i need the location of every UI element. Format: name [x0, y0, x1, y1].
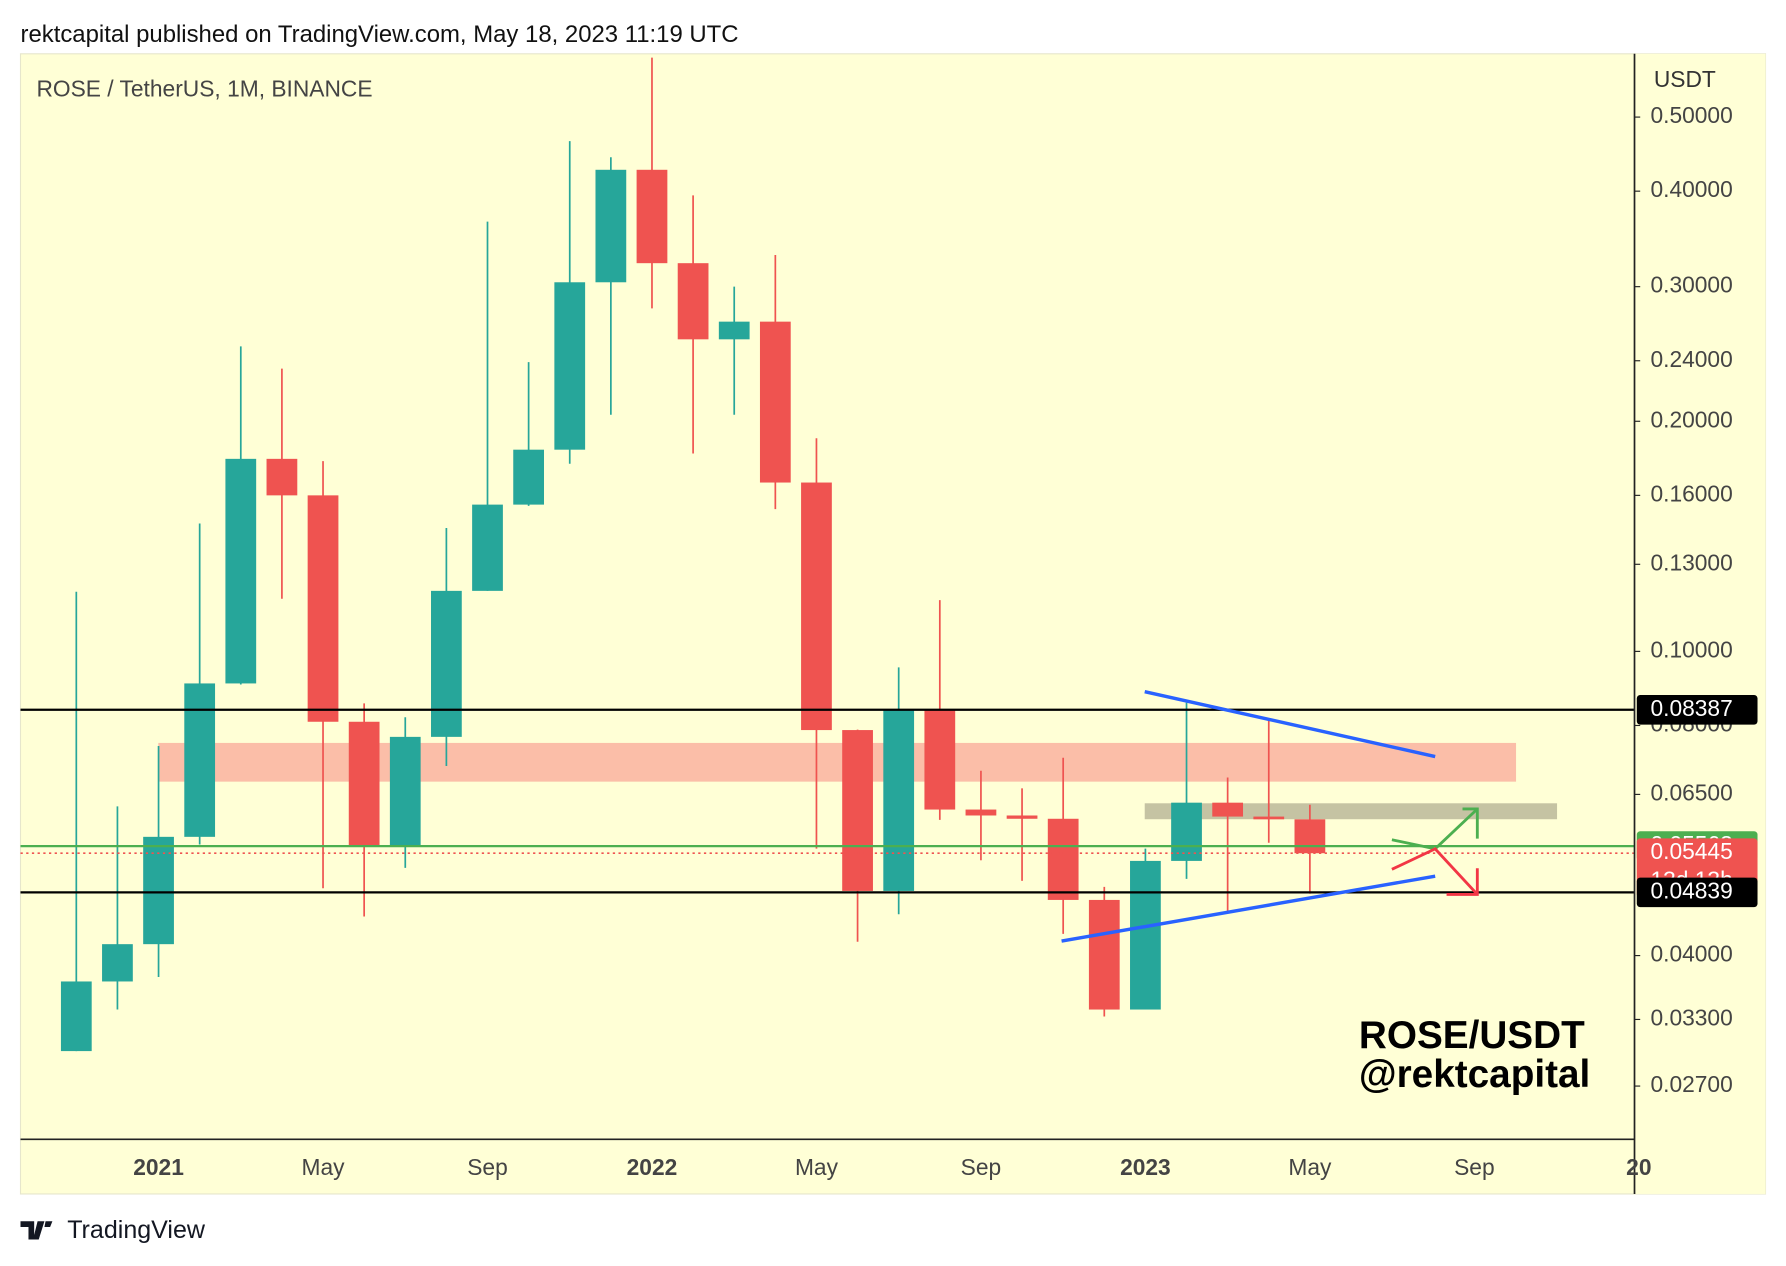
x-tick-label: Sep: [467, 1154, 508, 1180]
candle-body: [1047, 818, 1079, 900]
candle-body: [924, 710, 956, 810]
price-label-box: [1636, 694, 1758, 725]
x-tick-label: 2021: [133, 1154, 184, 1180]
y-tick-label: 0.06500: [1650, 779, 1732, 805]
x-tick-label: May: [795, 1154, 839, 1180]
bearish-arrow: [1391, 847, 1479, 896]
candle-body: [1088, 899, 1120, 1010]
candle-body: [1253, 816, 1285, 820]
candle-body: [143, 836, 174, 945]
price-label: 0.04839: [1650, 877, 1732, 903]
price-label: 0.08387: [1650, 695, 1732, 721]
candles: [20, 57, 1635, 1052]
candle-body: [554, 282, 586, 450]
x-tick-label: May: [302, 1154, 346, 1180]
candle-body: [431, 590, 462, 737]
candle-body: [102, 944, 133, 982]
x-tick-label: 20: [1626, 1154, 1651, 1180]
watermark: ROSE/USDT: [1359, 1014, 1585, 1057]
candle-body: [389, 736, 421, 847]
range-zone: [1144, 803, 1558, 820]
candle-body: [677, 263, 709, 340]
y-tick-label: 0.50000: [1650, 102, 1732, 128]
y-tick-label: 0.02700: [1650, 1071, 1732, 1097]
price-label: 0.05445: [1650, 838, 1732, 864]
candle-body: [759, 321, 791, 483]
watermark: @rektcapital: [1359, 1053, 1590, 1096]
candle-body: [965, 809, 997, 816]
x-tick-label: Sep: [1454, 1154, 1495, 1180]
header: rektcapital published on TradingView.com…: [21, 21, 739, 48]
candle-body: [595, 169, 627, 283]
footer: TradingView: [67, 1216, 206, 1244]
candle-body: [307, 495, 339, 722]
y-tick-label: 0.13000: [1650, 549, 1732, 575]
candle-body: [348, 721, 380, 847]
candle-body: [1006, 815, 1038, 819]
candle-body: [1212, 802, 1244, 817]
symbol-title: ROSE / TetherUS, 1M, BINANCE: [36, 75, 372, 101]
candle-body: [184, 683, 216, 837]
bullish-arrow-head: [1462, 807, 1479, 839]
resistance-zone: [158, 742, 1517, 782]
candle-body: [801, 482, 832, 731]
x-tick-label: May: [1288, 1154, 1332, 1180]
candle-body: [1294, 819, 1326, 854]
y-tick-label: 0.16000: [1650, 480, 1732, 506]
y-tick-label: 0.24000: [1650, 346, 1732, 372]
upper-trendline: [1144, 689, 1436, 759]
candle-body: [60, 981, 92, 1052]
candle-body: [718, 321, 750, 340]
x-tick-label: Sep: [961, 1154, 1002, 1180]
logo-icon: [20, 1221, 53, 1240]
candle-body: [636, 169, 668, 264]
y-tick-label: 0.20000: [1650, 406, 1732, 432]
candle-body: [225, 458, 257, 684]
y-tick-label: 0.30000: [1650, 272, 1732, 298]
x-tick-label: 2023: [1120, 1154, 1171, 1180]
y-tick-label: 0.10000: [1650, 636, 1732, 662]
y-tick-label: 0.03300: [1650, 1004, 1732, 1030]
y-tick-label: 0.04000: [1650, 941, 1732, 967]
price-label-box: [1636, 877, 1758, 908]
candle-body: [472, 504, 503, 591]
candle-body: [266, 458, 298, 496]
bearish-arrow-head: [1446, 868, 1479, 896]
y-tick-label: 0.40000: [1650, 176, 1732, 202]
candle-body: [1130, 860, 1161, 1010]
price-axis-panel: [1635, 53, 1766, 1194]
x-tick-label: 2022: [627, 1154, 678, 1180]
candle-body: [1171, 802, 1202, 861]
tradingview-logo: TradingView: [20, 1216, 206, 1244]
lower-trendline: [1061, 874, 1436, 943]
candle-body: [842, 730, 873, 891]
candle-body: [513, 449, 545, 505]
candle-body: [883, 710, 915, 891]
y-axis-label: USDT: [1654, 66, 1716, 92]
